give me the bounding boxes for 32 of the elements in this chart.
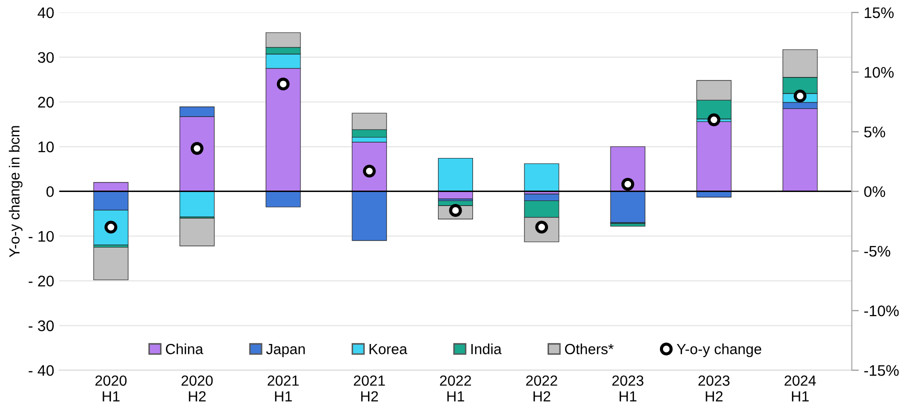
x-tick-label: 2021 H1 <box>268 375 299 402</box>
x-tick-label: 2021 H2 <box>354 375 385 402</box>
legend-label: India <box>471 344 502 354</box>
y-tick-label: 10 <box>38 142 54 152</box>
x-tick-label: 2020 H2 <box>182 375 213 402</box>
x-tick-label: 2022 H2 <box>526 375 558 402</box>
y-tick-label: - 10 <box>28 230 54 242</box>
y2-tick-label: 0% <box>864 186 886 198</box>
legend-label: Y-o-y change <box>676 344 762 358</box>
y-tick-label: - 30 <box>28 320 54 332</box>
y2-tick-label: -15% <box>864 365 899 376</box>
y-tick-label: - 40 <box>28 365 54 376</box>
y-tick-label: 0 <box>46 186 54 198</box>
y-tick-label: 20 <box>38 96 54 108</box>
y-tick-label: 30 <box>38 52 54 63</box>
y-tick-label: 40 <box>38 7 54 18</box>
y2-tick-label: 5% <box>864 126 886 138</box>
y2-tick-label: 15% <box>864 7 894 18</box>
y2-tick-label: 10% <box>864 66 894 78</box>
y-tick-label: - 20 <box>28 276 54 286</box>
x-tick-label: 2023 H2 <box>698 375 730 402</box>
legend-label: China <box>166 344 204 354</box>
y-axis-title: Y-o-y change in bcm <box>8 126 22 258</box>
y2-tick-label: -5% <box>864 246 890 257</box>
x-tick-label: 2023 H1 <box>612 375 644 402</box>
x-tick-label: 2020 H1 <box>95 375 127 402</box>
y2-tick-label: -10% <box>864 305 899 316</box>
legend-label: Japan <box>266 344 305 358</box>
x-tick-label: 2024 H1 <box>784 375 816 402</box>
x-tick-label: 2022 H1 <box>440 375 471 402</box>
legend-label: Others* <box>565 344 614 354</box>
legend-label: Korea <box>370 344 408 354</box>
